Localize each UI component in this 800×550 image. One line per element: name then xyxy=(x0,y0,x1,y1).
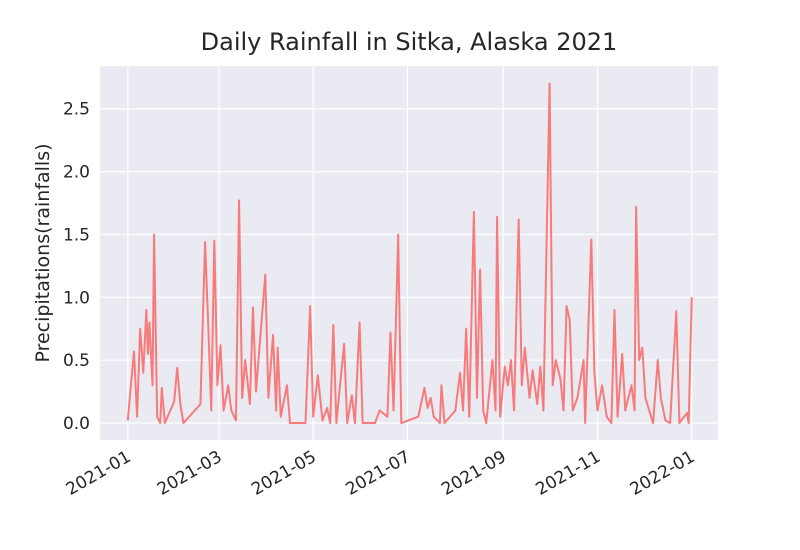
x-tick-label: 2021-11 xyxy=(532,447,604,500)
x-tick-label: 2022-01 xyxy=(627,447,699,500)
line xyxy=(126,82,693,425)
plot-area xyxy=(100,66,718,440)
x-tick-label: 2021-09 xyxy=(438,447,510,500)
y-tick-label: 2.5 xyxy=(63,100,90,120)
x-tick-label: 2021-01 xyxy=(63,447,135,500)
y-tick-label: 1.0 xyxy=(63,288,90,308)
y-axis-label: Precipitations(rainfalls) xyxy=(32,143,54,362)
y-tick-label: 0.5 xyxy=(63,351,90,371)
x-tick-label: 2021-03 xyxy=(154,447,226,500)
x-tick-label: 2021-07 xyxy=(342,447,414,500)
y-tick-label: 0.0 xyxy=(63,414,90,434)
y-tick-label: 1.5 xyxy=(63,225,90,245)
y-tick-label: 2.0 xyxy=(63,163,90,183)
x-tick-label: 2021-05 xyxy=(248,447,320,500)
chart-title: Daily Rainfall in Sitka, Alaska 2021 xyxy=(201,28,618,56)
